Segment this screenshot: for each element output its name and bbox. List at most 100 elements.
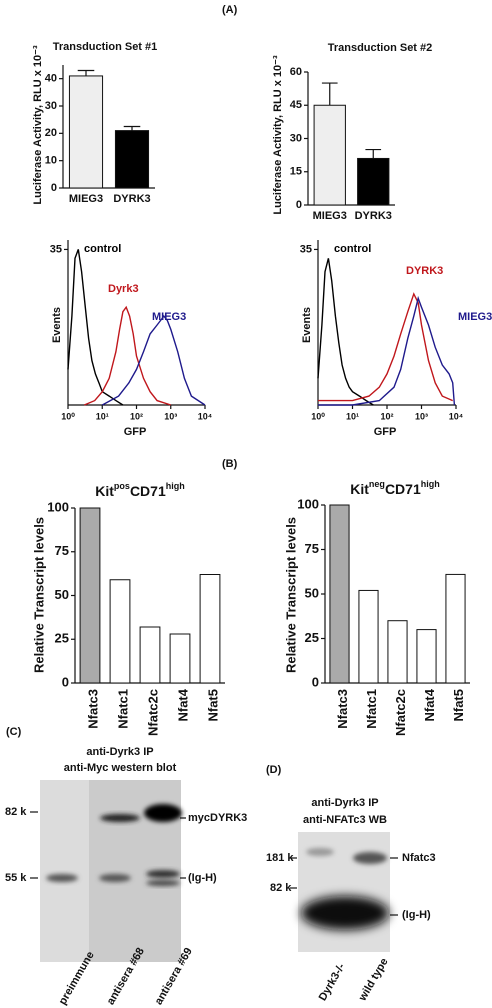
title-part: pos [114,481,130,491]
y-tick-label: 30 [45,100,57,112]
series-label: MIEG3 [458,311,492,323]
title-part: Kit [95,483,114,499]
x-tick-label: DYRK3 [355,210,392,222]
bar [79,507,101,684]
x-tick-label: Nfatc2c [393,689,408,736]
blot-image [298,832,390,952]
error-bar [77,69,95,76]
y-tick-label: 50 [305,585,319,600]
bar [109,579,131,684]
y-tick-label: 0 [296,199,302,211]
x-tick-label: DYRK3 [113,193,150,205]
error-bar [123,125,141,131]
y-tick-label: 15 [290,166,302,178]
chart-title: KitposCD71high [95,481,184,499]
y-tick-label: 100 [297,496,319,511]
y-tick-label: 0 [62,674,69,689]
histogram-line [318,295,456,406]
x-tick-label: Nfat4 [175,688,190,721]
x-tick-label: 10¹ [346,411,359,421]
marker-label: 55 k [5,872,27,884]
error-bar [365,148,382,159]
series-label: DYRK3 [406,265,443,277]
chart-title: KitnegCD71high [350,479,439,497]
blot-title: anti-Myc western blot [64,762,177,774]
y-tick-label: 25 [305,630,319,645]
y-axis-label: Events [51,307,63,343]
panel-label: (C) [6,726,22,738]
panel-label: (B) [222,458,238,470]
histogram-line [101,314,206,406]
chart-title: Transduction Set #2 [328,42,433,54]
x-tick-label: Nfatc3 [335,689,350,729]
title-part: high [166,481,185,491]
y-tick-label: 45 [290,99,302,111]
y-axis-label: Luciferase Activity, RLU x 10⁻³ [32,45,44,205]
x-tick-label: MIEG3 [69,193,103,205]
panel-label: (A) [222,4,238,16]
x-axis-label: GFP [124,426,147,438]
x-axis-label: GFP [374,426,397,438]
histogram-line [84,305,172,406]
y-tick-label: 75 [55,543,69,558]
series-label: Dyrk3 [108,283,139,295]
blot-title: anti-Dyrk3 IP [311,797,378,809]
x-tick-label: MIEG3 [313,210,347,222]
y-axis-label: Relative Transcript levels [31,517,46,673]
y-tick-label: 35 [50,243,62,255]
bar [114,130,150,189]
series-label: control [84,243,121,255]
x-tick-label: 10⁰ [311,411,325,421]
y-axis-label: Luciferase Activity, RLU x 10⁻³ [272,55,284,215]
title-part: Kit [350,481,369,497]
bar [68,75,104,189]
histogram-line [318,292,453,402]
histogram-line [67,249,124,406]
blot-image [40,780,182,962]
marker-label: 82 k [5,806,27,818]
bar [199,574,221,684]
x-tick-label: 10⁴ [449,411,463,421]
y-tick-label: 60 [290,66,302,78]
y-tick-label: 35 [300,243,312,255]
bar [387,620,408,684]
band-label: (Ig-H) [402,909,431,921]
x-tick-label: 10⁴ [198,411,212,421]
y-tick-label: 0 [51,182,57,194]
bar [139,626,161,684]
y-tick-label: 20 [45,127,57,139]
lane-label: Dyrk3-/- [317,961,348,1003]
x-tick-label: Nfatc1 [364,689,379,729]
y-tick-label: 50 [55,587,69,602]
x-tick-label: 10³ [164,411,177,421]
title-part: high [421,479,440,489]
x-tick-label: Nfatc2c [145,689,160,736]
bar [329,504,350,684]
bar [313,104,346,206]
marker-label: 82 k [270,882,292,894]
x-tick-label: 10¹ [96,411,109,421]
band-label: (Ig-H) [188,872,217,884]
x-tick-label: Nfatc3 [85,689,100,729]
y-tick-label: 10 [45,155,57,167]
panel-label: (D) [266,764,282,776]
title-part: neg [369,479,385,489]
histogram-line [317,258,374,406]
x-tick-label: Nfat5 [451,689,466,722]
series-label: MIEG3 [152,311,186,323]
y-tick-label: 75 [305,541,319,556]
band-label: Nfatc3 [402,852,436,864]
error-bar [321,82,338,106]
bar [358,589,379,684]
x-tick-label: Nfat5 [205,689,220,722]
series-label: control [334,243,371,255]
y-tick-label: 40 [45,73,57,85]
x-tick-label: Nfatc1 [115,689,130,729]
x-tick-label: 10² [380,411,393,421]
y-tick-label: 25 [55,631,69,646]
y-axis-label: Events [301,307,313,343]
band-label: mycDYRK3 [188,812,247,824]
y-tick-label: 0 [312,674,319,689]
y-tick-label: 30 [290,132,302,144]
bar [445,573,466,684]
